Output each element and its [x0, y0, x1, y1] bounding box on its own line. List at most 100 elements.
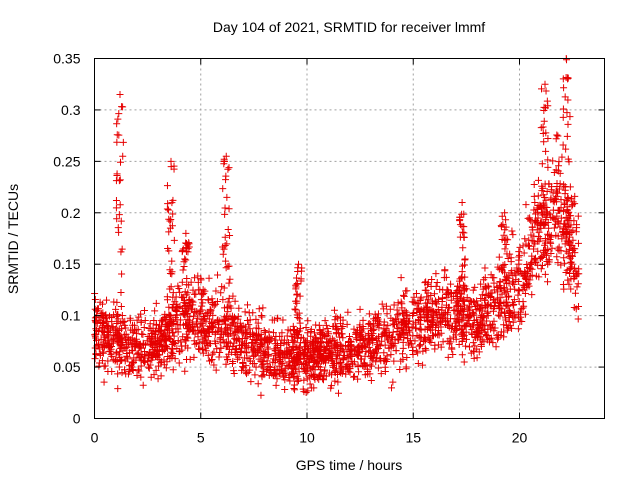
data-point — [130, 358, 138, 366]
data-point — [113, 310, 121, 318]
data-point — [216, 335, 224, 343]
data-point — [437, 323, 445, 331]
data-point — [342, 370, 350, 378]
data-point — [451, 325, 459, 333]
data-point — [574, 239, 582, 247]
data-point — [420, 314, 428, 322]
data-point — [332, 313, 340, 321]
data-point — [168, 317, 176, 325]
data-point — [115, 363, 123, 371]
data-point — [137, 353, 145, 361]
data-point — [505, 293, 513, 301]
data-point — [250, 342, 258, 350]
data-point — [291, 386, 299, 394]
data-point — [461, 305, 469, 313]
data-point — [222, 360, 230, 368]
data-point — [416, 325, 424, 333]
data-point — [169, 293, 177, 301]
data-point — [461, 261, 469, 269]
data-point — [360, 363, 368, 371]
data-point — [382, 325, 390, 333]
data-point — [259, 304, 267, 312]
data-point — [166, 285, 174, 293]
data-point — [112, 325, 120, 333]
data-point — [477, 295, 485, 303]
data-point — [424, 289, 432, 297]
data-point — [243, 328, 251, 336]
data-point — [222, 264, 230, 272]
data-point — [278, 329, 286, 337]
data-point — [469, 286, 477, 294]
data-point — [135, 367, 143, 375]
data-point — [113, 337, 121, 345]
data-point — [347, 338, 355, 346]
data-point — [401, 321, 409, 329]
data-point — [393, 324, 401, 332]
data-point — [444, 288, 452, 296]
data-point — [230, 370, 238, 378]
data-point — [492, 343, 500, 351]
data-point — [473, 354, 481, 362]
data-point — [198, 344, 206, 352]
data-point — [352, 330, 360, 338]
data-point — [519, 298, 527, 306]
data-point — [480, 296, 488, 304]
data-point — [495, 253, 503, 261]
data-point — [140, 352, 148, 360]
data-point — [125, 336, 133, 344]
data-point — [134, 349, 142, 357]
data-point — [335, 351, 343, 359]
data-point — [500, 231, 508, 239]
data-point — [290, 337, 298, 345]
x-tick-label: 10 — [299, 430, 315, 446]
data-point — [500, 321, 508, 329]
data-point — [263, 343, 271, 351]
data-point — [221, 233, 229, 241]
data-point — [293, 274, 301, 282]
data-point — [119, 138, 127, 146]
data-point — [415, 342, 423, 350]
data-point — [143, 337, 151, 345]
data-point — [230, 367, 238, 375]
data-point — [100, 343, 108, 351]
data-point — [569, 236, 577, 244]
data-point — [542, 147, 550, 155]
y-tick-label: 0.15 — [53, 256, 80, 272]
data-point — [545, 256, 553, 264]
data-point — [226, 232, 234, 240]
data-point — [166, 332, 174, 340]
data-point — [521, 289, 529, 297]
data-point — [297, 277, 305, 285]
data-point — [399, 291, 407, 299]
data-point — [570, 275, 578, 283]
data-point — [197, 289, 205, 297]
data-point — [559, 75, 567, 83]
data-point — [99, 300, 107, 308]
data-point — [103, 337, 111, 345]
data-point — [526, 276, 534, 284]
data-point — [469, 297, 477, 305]
data-point — [458, 222, 466, 230]
data-point — [237, 324, 245, 332]
data-point — [168, 257, 176, 265]
data-point — [534, 192, 542, 200]
data-point — [436, 285, 444, 293]
data-point — [168, 304, 176, 312]
data-point — [94, 340, 102, 348]
data-point — [375, 333, 383, 341]
data-point — [182, 229, 190, 237]
data-point — [514, 267, 522, 275]
data-point — [399, 309, 407, 317]
data-point — [273, 315, 281, 323]
data-point — [194, 345, 202, 353]
data-point — [490, 296, 498, 304]
data-point — [167, 348, 175, 356]
data-point — [224, 308, 232, 316]
data-point — [376, 355, 384, 363]
data-point — [562, 230, 570, 238]
data-point — [414, 349, 422, 357]
data-point — [141, 357, 149, 365]
data-point — [134, 366, 142, 374]
data-point — [317, 338, 325, 346]
data-point — [176, 288, 184, 296]
